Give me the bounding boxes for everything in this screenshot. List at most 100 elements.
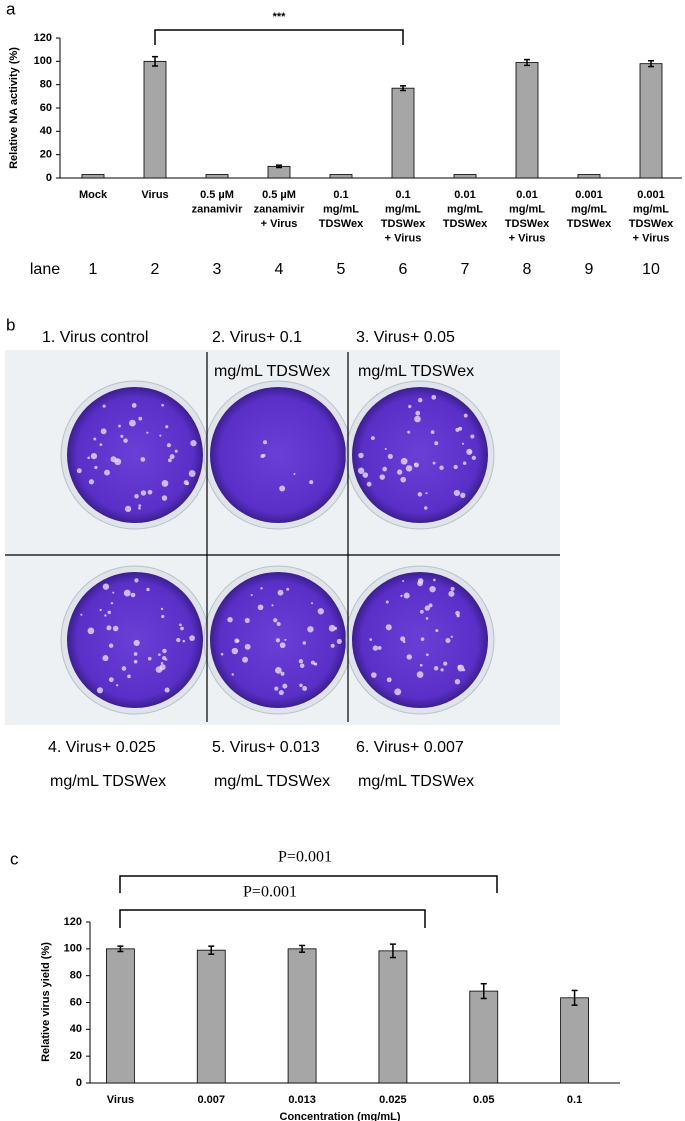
plaque [370, 436, 375, 441]
plaque [107, 610, 111, 615]
lane-number: 4 [275, 261, 284, 278]
x-tick-label: 0.1 [567, 1094, 582, 1106]
x-tick-label: 0.007 [197, 1094, 225, 1106]
plaque [274, 686, 279, 691]
bar [391, 87, 415, 179]
plaque [282, 683, 288, 689]
error-bar [524, 58, 530, 67]
plaque [108, 677, 114, 683]
plaque [313, 662, 316, 666]
plaque [121, 666, 127, 671]
plaque [431, 394, 437, 400]
plaque [138, 506, 141, 510]
bar [81, 174, 105, 179]
x-tick-label: TDSWex [319, 218, 364, 230]
plaque [358, 452, 364, 459]
plaque [299, 663, 305, 669]
plaque [140, 490, 147, 496]
well-label: mg/mL TDSWex [214, 363, 330, 380]
plaque [104, 614, 107, 617]
lane-number: 8 [523, 261, 532, 278]
well-label: 1. Virus control [42, 329, 148, 346]
plaque [278, 690, 284, 696]
plaque [102, 583, 110, 590]
plaque [220, 652, 224, 656]
plaque [106, 625, 112, 631]
plaque [453, 464, 458, 470]
plaque [362, 472, 369, 478]
plaque [182, 639, 186, 643]
y-tick-label: 20 [40, 149, 52, 161]
plaque [309, 480, 314, 485]
x-tick-label: mg/mL [447, 203, 483, 215]
error-bar [117, 945, 124, 953]
plaque [90, 452, 98, 460]
plaque [112, 625, 119, 632]
plaque [115, 684, 119, 687]
x-tick-label: + Virus [633, 232, 670, 244]
y-tick-label: 40 [70, 1023, 82, 1035]
plaque [396, 469, 403, 475]
plaque [123, 438, 128, 443]
y-tick-label: 80 [70, 970, 82, 982]
x-tick-label: 0.013 [288, 1094, 316, 1106]
plaque [147, 656, 152, 661]
plaque [161, 480, 169, 487]
plaque [386, 677, 392, 683]
plaque [120, 434, 124, 438]
x-tick-label: TDSWex [505, 218, 550, 230]
plaque [110, 601, 114, 605]
plaque [385, 600, 389, 604]
plaque [403, 592, 410, 599]
plaque [133, 652, 138, 656]
x-tick-label: + Virus [509, 232, 546, 244]
plaque [462, 668, 466, 672]
plaque [470, 434, 475, 439]
plaque [328, 624, 336, 632]
significance-label: P=0.001 [243, 884, 297, 901]
plaque [298, 659, 304, 664]
plaque [164, 687, 170, 693]
y-tick-label: 0 [76, 1077, 82, 1089]
error-bar [276, 164, 282, 169]
plaque [263, 440, 268, 445]
plaque [130, 592, 136, 598]
plaque [448, 590, 455, 597]
plaque [408, 404, 412, 409]
y-tick-label: 0 [46, 172, 52, 184]
plaque [286, 587, 290, 591]
plaque [110, 456, 117, 463]
y-tick-label: 120 [34, 32, 52, 44]
significance-label: P=0.001 [278, 849, 332, 866]
plaque [406, 654, 412, 660]
bar [378, 950, 408, 1084]
plaque [190, 440, 197, 447]
plaque [100, 428, 107, 435]
plaque [417, 578, 424, 584]
plaque [384, 447, 387, 451]
lane-number: 9 [585, 261, 594, 278]
x-tick-label: Mock [79, 189, 108, 201]
x-tick-label: 0.001 [575, 189, 603, 201]
plaque [433, 578, 436, 582]
plaque [244, 643, 251, 650]
plaque [88, 479, 95, 485]
plaque [413, 462, 417, 466]
plaque [131, 403, 137, 408]
bar [453, 174, 477, 179]
bar [515, 62, 539, 179]
plaque [455, 610, 460, 616]
plaque [87, 456, 90, 460]
significance-label: *** [273, 11, 287, 23]
y-tick-label: 80 [40, 79, 52, 91]
well-label: 2. Virus+ 0.1 [212, 329, 302, 346]
error-bar [648, 60, 654, 68]
plaque [414, 415, 421, 423]
plaque [432, 461, 436, 465]
well-label: 6. Virus+ 0.007 [356, 739, 464, 756]
plaque [80, 613, 83, 616]
x-tick-label: 0.5 µM [200, 189, 234, 201]
plaque [425, 617, 429, 620]
plaque [439, 465, 444, 470]
plaque [158, 653, 161, 656]
